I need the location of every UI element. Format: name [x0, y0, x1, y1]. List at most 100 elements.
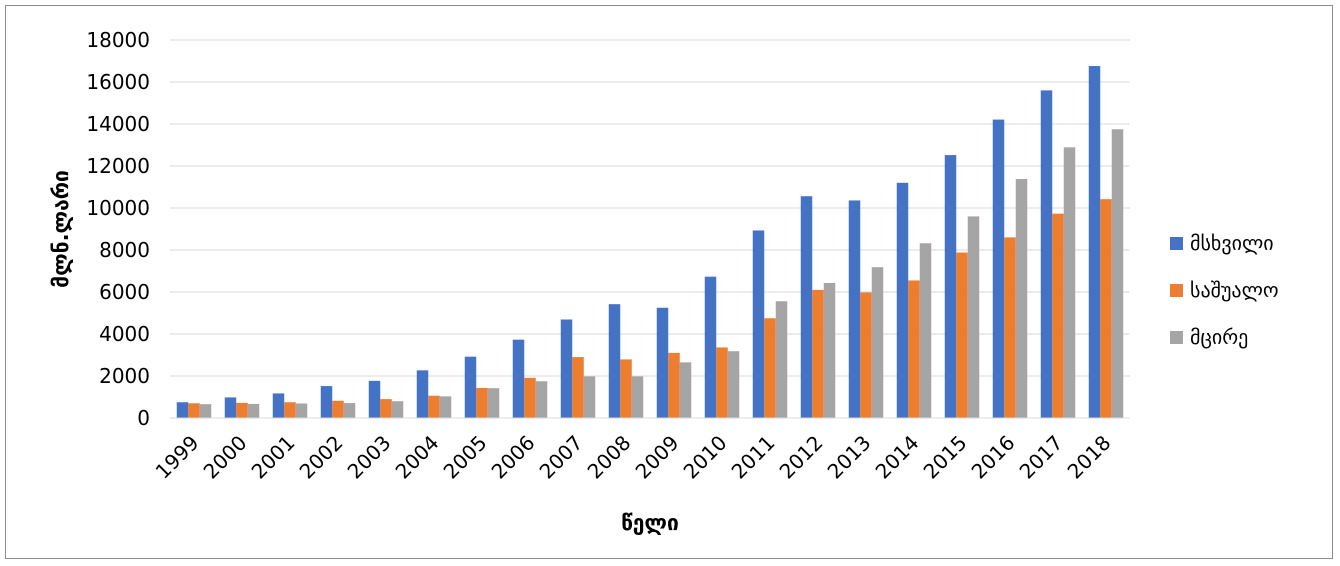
legend-swatch	[1170, 237, 1183, 250]
x-tick-label: 2005	[439, 431, 492, 484]
bar-medium	[956, 252, 968, 418]
x-tick-label: 2004	[391, 431, 444, 484]
bar-large	[512, 339, 525, 418]
bar-medium	[476, 387, 488, 418]
bar-large	[800, 196, 813, 418]
y-tick-label: 0	[137, 406, 150, 430]
bar-large	[416, 370, 429, 418]
y-axis-ticks: 0 2000 4000 6000 8000 10000 12000 14000 16000 180…	[86, 28, 150, 430]
bar-small	[583, 376, 596, 418]
bar-small	[823, 282, 836, 418]
x-tick-label: 2013	[823, 431, 876, 484]
x-tick-label: 2006	[487, 431, 540, 484]
x-axis-label: წელი	[621, 511, 679, 535]
gridlines	[170, 39, 1130, 377]
x-tick-label: 2017	[1015, 431, 1068, 484]
bar-large	[176, 402, 189, 418]
x-tick-label: 2010	[679, 431, 732, 484]
bar-medium	[284, 402, 296, 418]
bar-small	[487, 388, 500, 418]
bar-small	[919, 243, 932, 418]
bar-small	[295, 403, 308, 418]
bar-small	[871, 267, 884, 418]
bar-medium	[668, 352, 680, 418]
bar-large	[224, 397, 237, 418]
x-tick-label: 1999	[151, 431, 204, 484]
x-tick-label: 2001	[247, 431, 300, 484]
bar-large	[944, 155, 957, 418]
y-tick-label: 8000	[99, 238, 150, 262]
x-tick-label: 2008	[583, 431, 636, 484]
bar-large	[320, 386, 333, 418]
bar-medium	[1052, 213, 1064, 418]
bar-small	[679, 362, 692, 418]
bar-small	[775, 301, 788, 418]
x-tick-label: 2012	[775, 431, 828, 484]
bar-medium	[716, 347, 728, 418]
bar-large	[1088, 66, 1101, 418]
bar-medium	[428, 395, 440, 418]
y-axis-label: მლნ.ლარი	[49, 170, 73, 288]
bar-small	[247, 403, 260, 418]
bar-medium	[1004, 237, 1016, 418]
bar-small	[1015, 179, 1028, 418]
bar-small	[631, 376, 644, 418]
legend-label: მცირე	[1190, 325, 1248, 349]
legend-swatch	[1170, 331, 1183, 344]
bar-medium	[812, 289, 824, 418]
y-tick-label: 10000	[86, 196, 150, 220]
bar-medium	[380, 399, 392, 418]
y-tick-label: 18000	[86, 28, 150, 52]
x-tick-label: 2014	[871, 431, 924, 484]
bar-medium	[764, 318, 776, 418]
bar-large	[704, 276, 717, 418]
bar-medium	[332, 400, 344, 418]
bar-small	[1111, 129, 1124, 418]
x-tick-label: 2011	[727, 431, 780, 484]
y-tick-label: 6000	[99, 280, 150, 304]
bar-small	[727, 351, 740, 418]
bar-small	[439, 396, 452, 418]
x-tick-label: 2015	[919, 431, 972, 484]
bar-large	[368, 380, 381, 418]
x-tick-label: 2003	[343, 431, 396, 484]
bar-medium	[572, 357, 584, 418]
x-tick-label: 2016	[967, 431, 1020, 484]
y-tick-label: 4000	[99, 322, 150, 346]
bar-large	[752, 230, 765, 418]
bar-small	[535, 381, 548, 418]
x-tick-label: 2009	[631, 431, 684, 484]
bar-large	[848, 200, 861, 418]
bar-medium	[188, 403, 200, 418]
bar-large	[992, 119, 1005, 418]
bar-small	[391, 401, 404, 418]
legend-swatch	[1170, 284, 1183, 297]
legend-label: მსხვილი	[1190, 231, 1274, 255]
bar-large	[464, 356, 477, 418]
bar-small	[1063, 147, 1076, 418]
legend: მსხვილი საშუალო მცირე	[1170, 231, 1279, 349]
x-tick-label: 2002	[295, 431, 348, 484]
x-tick-label: 2018	[1063, 431, 1116, 484]
bar-medium	[524, 377, 536, 418]
bar-medium	[908, 280, 920, 418]
x-axis-ticks: 1999200020012002200320042005200620072008…	[151, 431, 1116, 484]
bar-large	[1040, 90, 1053, 419]
bar-small	[967, 216, 980, 418]
bar-large	[608, 304, 621, 418]
x-tick-label: 2007	[535, 431, 588, 484]
x-tick-label: 2000	[199, 431, 252, 484]
bars	[176, 66, 1124, 419]
bar-large	[896, 182, 909, 418]
bar-small	[199, 404, 212, 418]
y-tick-label: 12000	[86, 154, 150, 178]
bar-medium	[860, 292, 872, 418]
legend-label: საშუალო	[1190, 278, 1279, 302]
bar-large	[560, 319, 573, 418]
bar-large	[656, 307, 669, 418]
bar-small	[343, 403, 356, 418]
y-tick-label: 16000	[86, 70, 150, 94]
y-tick-label: 2000	[99, 364, 150, 388]
y-tick-label: 14000	[86, 112, 150, 136]
